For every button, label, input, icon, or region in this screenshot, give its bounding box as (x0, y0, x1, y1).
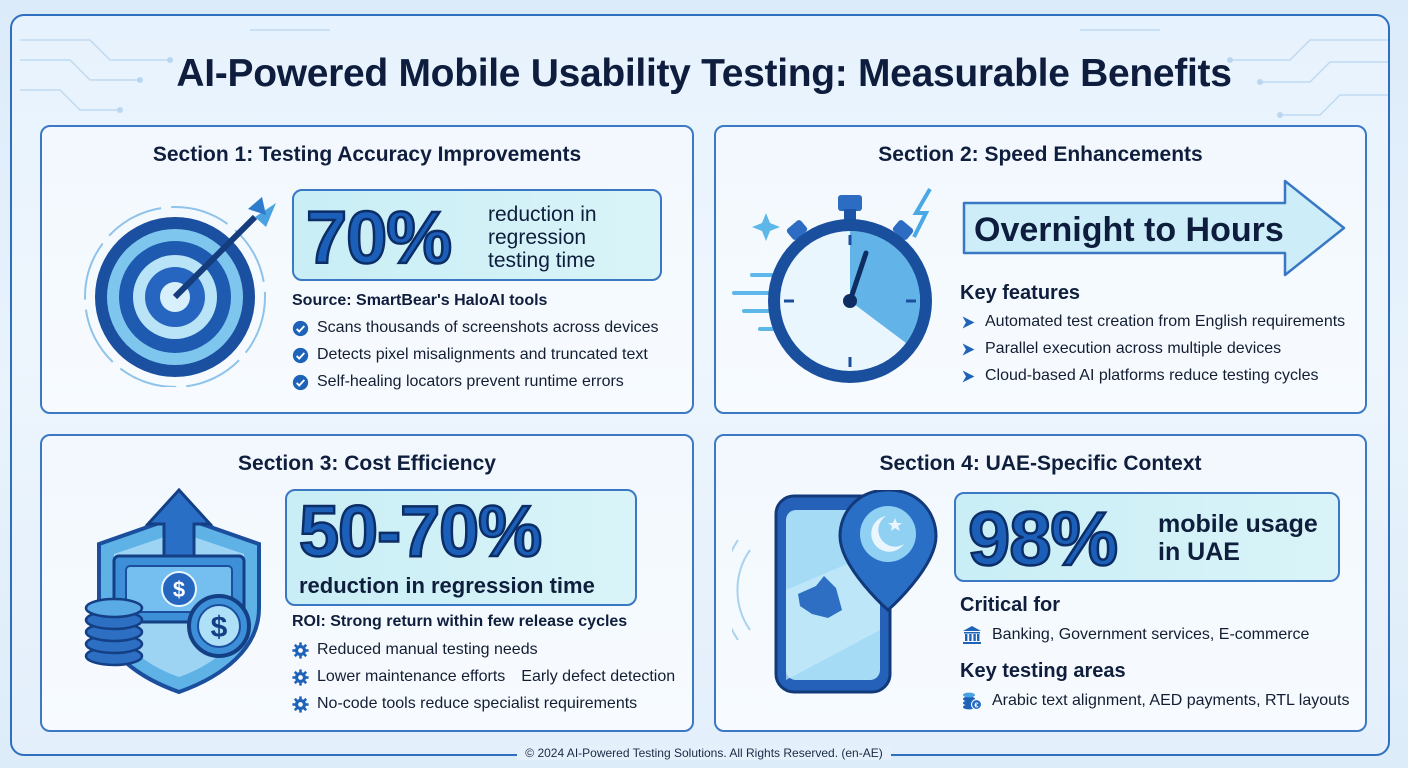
section1-stat-value: 70% (305, 195, 454, 281)
phone-location-icon (732, 490, 938, 694)
list-item-text: Automated test creation from English req… (985, 313, 1346, 330)
svg-text:$: $ (173, 577, 185, 602)
list-item: Detects pixel misalignments and truncate… (292, 346, 648, 364)
list-item-text: Scans thousands of screenshots across de… (317, 319, 659, 336)
check-circle-icon (292, 347, 309, 363)
section3-title: Section 3: Cost Efficiency (238, 452, 496, 475)
gear-icon (292, 668, 309, 686)
section2-title: Section 2: Speed Enhancements (878, 143, 1203, 166)
section1-card: Section 1: Testing Accuracy Improvements… (40, 125, 694, 414)
list-item-text: Reduced manual testing needs (317, 641, 538, 658)
list-item: Lower maintenance efforts Early defect d… (292, 668, 675, 686)
footer: © 2024 AI-Powered Testing Solutions. All… (0, 746, 1408, 760)
section2-card: Section 2: Speed Enhancements Overnight … (714, 125, 1367, 414)
page-title: AI-Powered Mobile Usability Testing: Mea… (176, 52, 1232, 95)
section4-stat-box: 98% mobile usage in UAE (954, 492, 1340, 584)
section1-stat-box: 70% reduction in regression testing time (292, 189, 662, 281)
section3-stat-desc: reduction in regression time (299, 573, 595, 598)
stat-desc-line: testing time (488, 249, 596, 272)
section1-source: Source: SmartBear's HaloAI tools (292, 292, 548, 309)
check-circle-icon (292, 374, 309, 390)
list-item: Automated test creation from English req… (960, 313, 1345, 331)
section4-stat-desc: mobile usage in UAE (1158, 510, 1318, 566)
list-item: Banking, Government services, E-commerce (960, 625, 1309, 645)
list-item: € Arabic text alignment, AED payments, R… (960, 691, 1350, 711)
list-item: No-code tools reduce specialist requirem… (292, 695, 637, 713)
check-circle-icon (292, 320, 309, 336)
section4-stat-value: 98% (967, 496, 1120, 584)
list-item-text: Self-healing locators prevent runtime er… (317, 373, 624, 390)
coins-icon: € (963, 692, 982, 710)
stat-desc-line: reduction in (488, 203, 597, 226)
stat-desc-line: mobile usage (1158, 510, 1318, 538)
bank-icon (963, 626, 981, 644)
section1-stat-desc: reduction in regression testing time (488, 203, 597, 272)
list-item-text: Detects pixel misalignments and truncate… (317, 346, 648, 363)
svg-text:€: € (975, 703, 979, 710)
section4-areas-heading: Key testing areas (960, 660, 1126, 682)
target-arrow-icon (84, 197, 276, 387)
list-item-text: Banking, Government services, E-commerce (992, 626, 1310, 643)
section4-card: Section 4: UAE-Specific Context 98% mobi… (714, 434, 1367, 732)
list-item: Scans thousands of screenshots across de… (292, 319, 659, 337)
svg-text:$: $ (211, 611, 228, 644)
chevron-right-icon (962, 316, 975, 328)
gear-icon (292, 695, 309, 713)
list-item-text: Parallel execution across multiple devic… (985, 340, 1282, 357)
gear-icon (292, 641, 309, 659)
list-item-text: Lower maintenance efforts (317, 668, 506, 685)
list-item-text: Arabic text alignment, AED payments, RTL… (992, 692, 1350, 709)
money-shield-icon: $ $ (84, 488, 261, 695)
section3-card: Section 3: Cost Efficiency $ $ 50-70% re… (40, 434, 694, 732)
chevron-right-icon (962, 370, 975, 382)
banner-arrow-shape (962, 179, 1346, 277)
section3-stat-box: 50-70% reduction in regression time (285, 489, 637, 606)
stat-desc-line: regression (488, 226, 587, 249)
section4-critical-heading: Critical for (960, 594, 1061, 616)
section4-title: Section 4: UAE-Specific Context (879, 452, 1202, 475)
list-item-text: Early defect detection (521, 668, 676, 685)
list-item: Reduced manual testing needs (292, 641, 538, 659)
list-item: Self-healing locators prevent runtime er… (292, 373, 624, 391)
section2-banner: Overnight to Hours (974, 211, 1284, 249)
list-item: Parallel execution across multiple devic… (960, 340, 1281, 358)
list-item-text: No-code tools reduce specialist requirem… (317, 695, 638, 712)
stopwatch-icon (732, 187, 932, 383)
chevron-right-icon (962, 343, 975, 355)
list-item: Cloud-based AI platforms reduce testing … (960, 367, 1319, 385)
section2-features-heading: Key features (960, 282, 1081, 304)
section3-roi: ROI: Strong return within few release cy… (292, 613, 628, 630)
stat-desc-line: in UAE (1158, 538, 1240, 566)
section1-title: Section 1: Testing Accuracy Improvements (152, 143, 582, 166)
section3-stat-value: 50-70% (298, 491, 544, 574)
list-item-text: Cloud-based AI platforms reduce testing … (985, 367, 1319, 384)
footer-text: © 2024 AI-Powered Testing Solutions. All… (517, 746, 891, 760)
